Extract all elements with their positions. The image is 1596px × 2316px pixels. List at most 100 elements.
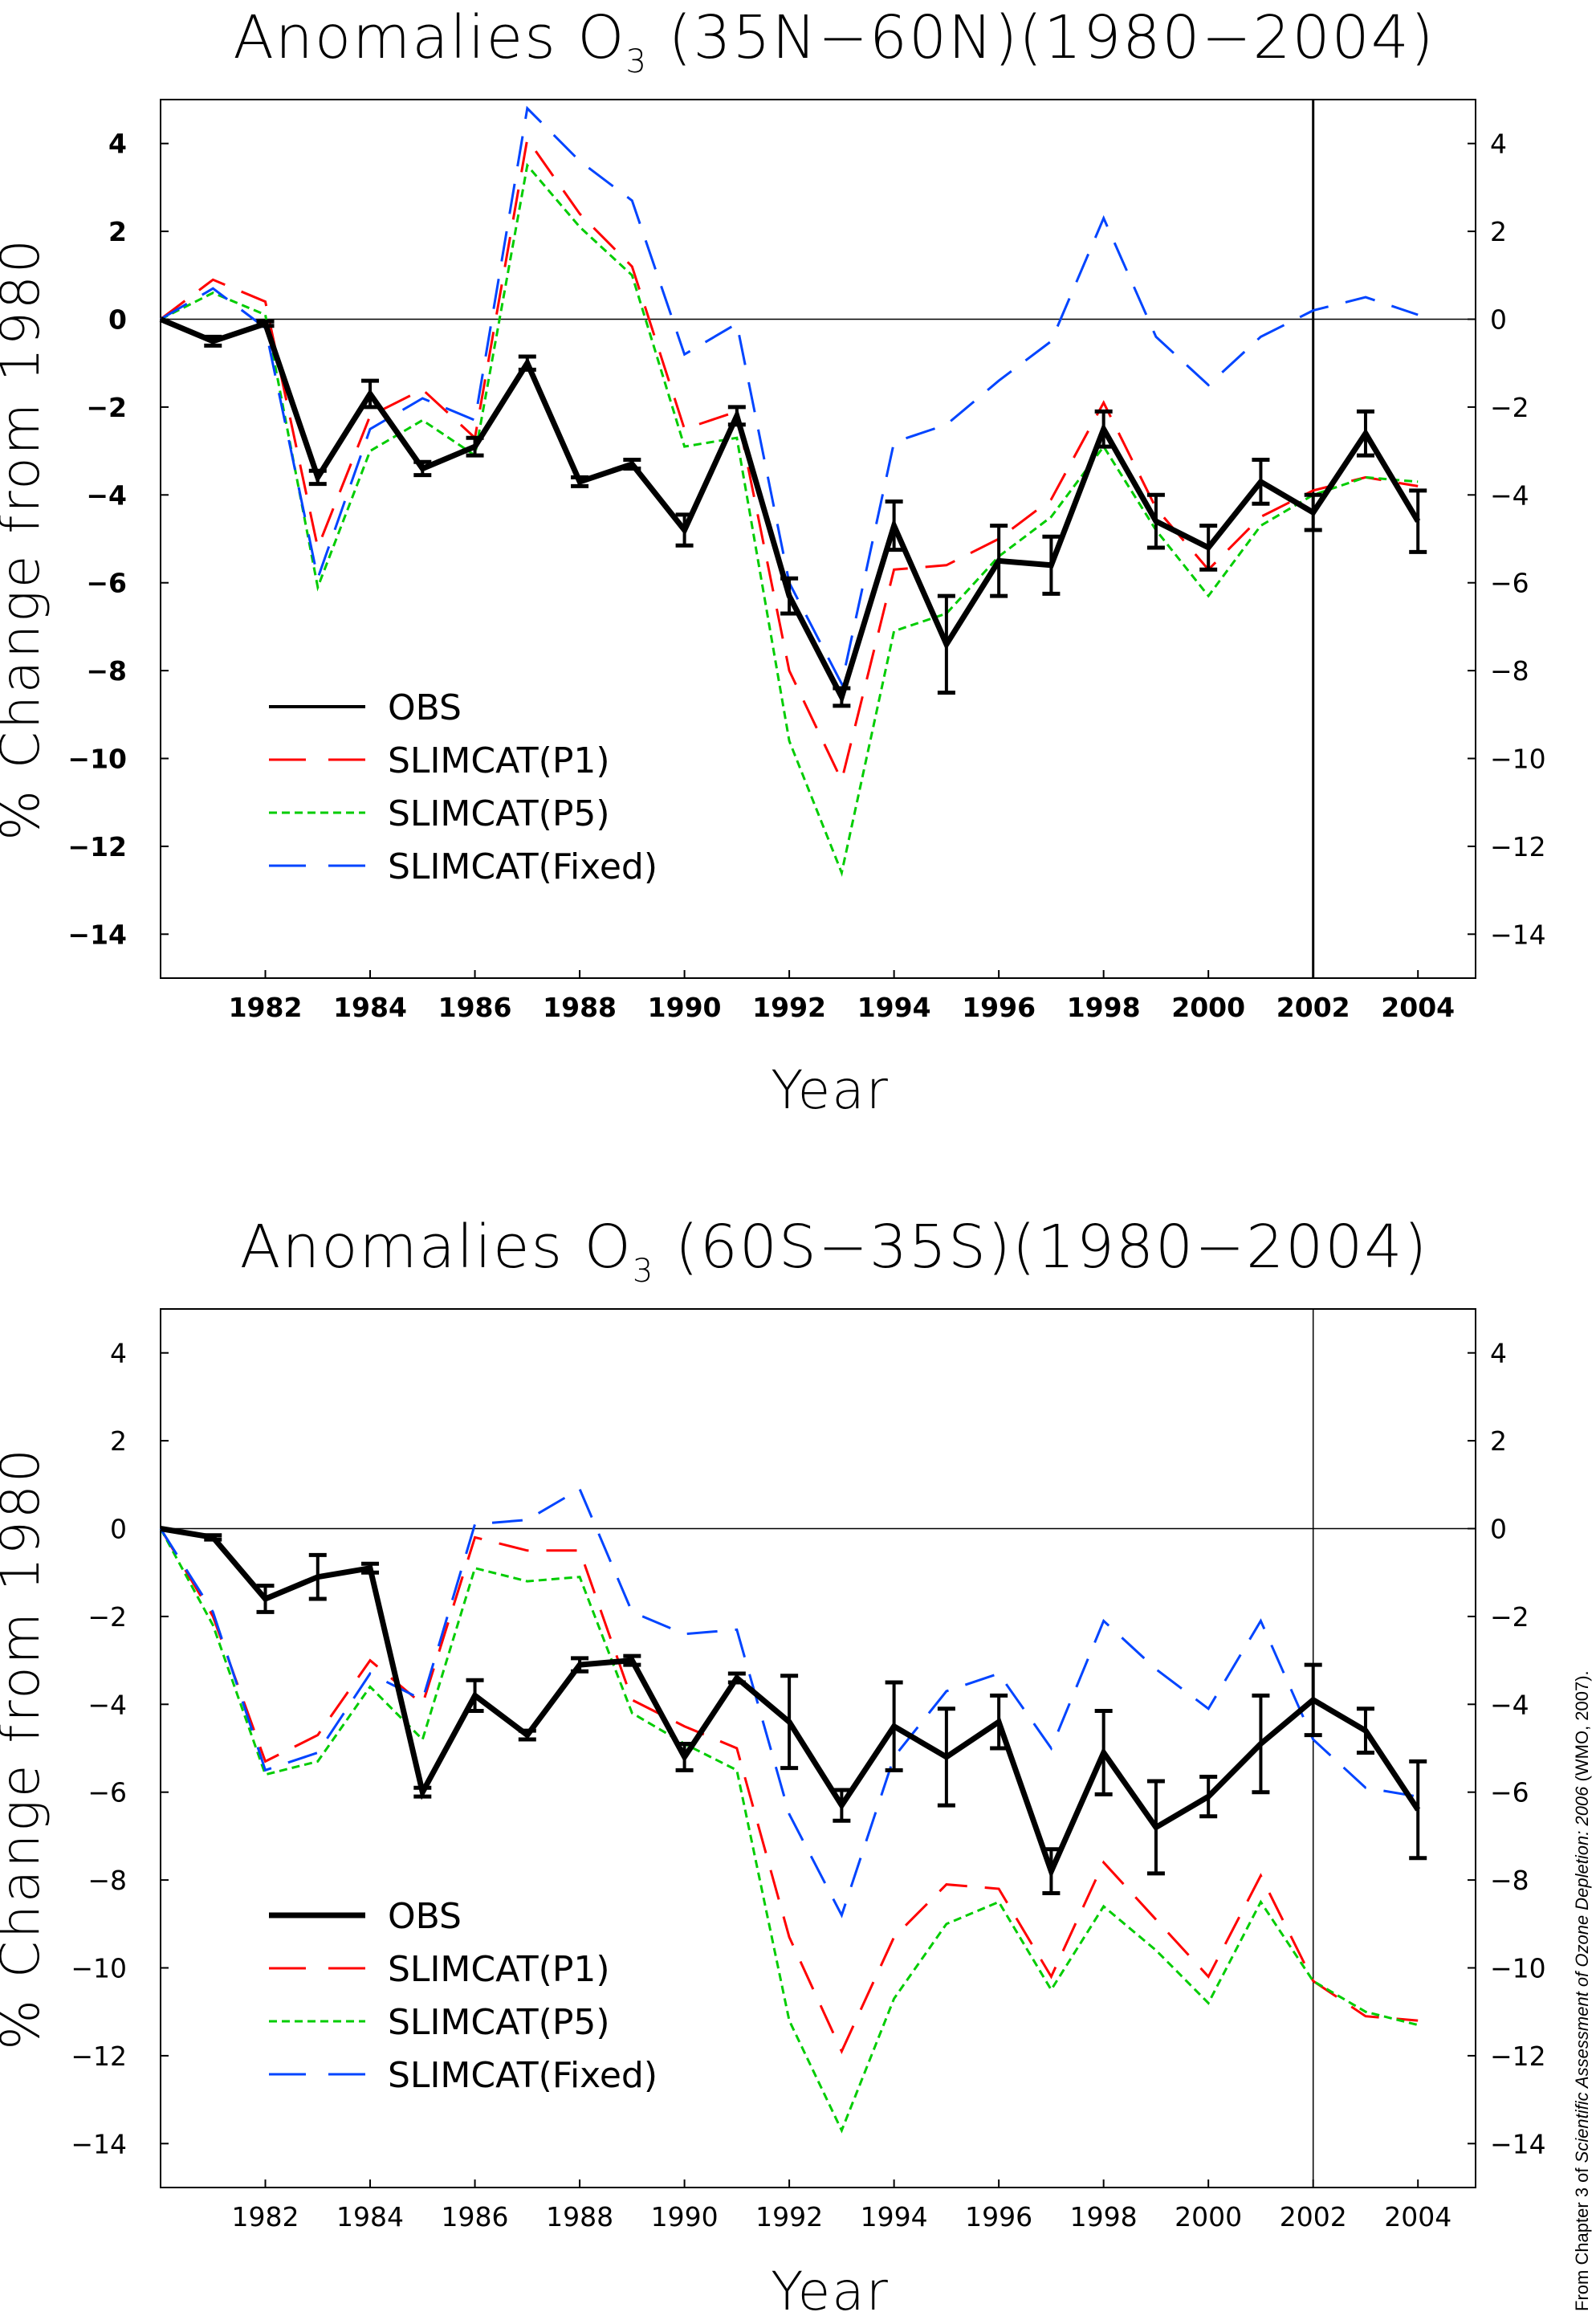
credit-title: Scientific Assessment of Ozone Depletion… (1572, 1786, 1592, 2163)
chart-1-xtick-label: 1988 (546, 2201, 613, 2232)
chart-1-ytick-label-right: −4 (1490, 1689, 1529, 1720)
chart-1-xtick-label: 1998 (1070, 2201, 1138, 2232)
chart-0-ylabel: % Change from 1980 (0, 237, 51, 841)
chart-1-xtick-label: 1984 (336, 2201, 404, 2232)
chart-1-ytick-label-right: −14 (1490, 2128, 1546, 2159)
chart-0-ytick-label-right: −10 (1490, 744, 1546, 775)
chart-1-plot-frame (160, 1308, 1476, 2188)
chart-0-xtick-label: 1996 (962, 992, 1036, 1023)
chart-1-ytick-label-left: −14 (71, 2128, 127, 2159)
chart-1-ytick-label-right: −10 (1490, 1953, 1546, 1984)
chart-1-legend-label: SLIMCAT(P1) (388, 1949, 610, 1990)
credit-note: From Chapter 3 of Scientific Assessment … (1572, 1670, 1592, 2311)
chart-0-legend-label: SLIMCAT(Fixed) (388, 846, 658, 887)
chart-1-ytick-label-right: −2 (1490, 1601, 1529, 1633)
chart-1-ytick-label-right: 4 (1490, 1338, 1507, 1369)
chart-0-ytick-label-left: 2 (108, 216, 127, 247)
chart-0-xtick-label: 1992 (752, 992, 826, 1023)
chart-0-series-slimcat-p1- (160, 136, 1419, 785)
chart-1-title: Anomalies O3 (60S−35S)(1980−2004) (240, 1213, 1429, 1290)
chart-0-xtick-label: 1994 (857, 992, 931, 1023)
chart-1-series-slimcat-p1- (159, 1527, 1419, 2054)
chart-0-title-main: Anomalies O (233, 3, 625, 72)
chart-0-xtick-label: 2004 (1381, 992, 1455, 1023)
chart-1-title-sub: 3 (633, 1253, 654, 1290)
chart-0-xtick-label: 1988 (543, 992, 617, 1023)
chart-0-ytick-label-left: −14 (67, 919, 127, 950)
chart-1-title-main: Anomalies O (240, 1213, 633, 1282)
chart-0-series-slimcat-p5- (160, 162, 1419, 877)
chart-1-xtick-label: 1992 (755, 2201, 823, 2232)
chart-1-xtick-label: 1994 (861, 2201, 928, 2232)
chart-1-ytick-label-left: −10 (71, 1953, 127, 1984)
chart-1-title-rest: (60S−35S)(1980−2004) (654, 1213, 1428, 1282)
credit-prefix: From Chapter 3 of (1572, 2163, 1592, 2311)
chart-0-legend-label: OBS (388, 687, 462, 728)
chart-1-xtick-label: 2002 (1280, 2201, 1347, 2232)
chart-1-xtick-label: 1996 (965, 2201, 1032, 2232)
chart-0-title-sub: 3 (626, 43, 648, 80)
chart-1-ytick-label-left: −12 (71, 2041, 127, 2072)
chart-0-ytick-label-right: −2 (1490, 392, 1529, 423)
chart-panel-nh: Anomalies O3 (35N−60N)(1980−2004) 4 4 2 2 0 0 −… (0, 3, 1546, 1121)
chart-0-xtick-label: 1984 (333, 992, 407, 1023)
chart-0-xtick-label: 1986 (438, 992, 512, 1023)
chart-0-ytick-label-right: −14 (1490, 919, 1546, 950)
chart-1-xtick-label: 1982 (232, 2201, 299, 2232)
chart-0-xtick-label: 2002 (1276, 992, 1350, 1023)
chart-1-ytick-label-right: 2 (1490, 1425, 1507, 1457)
credit-suffix: (WMO, 2007). (1572, 1670, 1592, 1786)
chart-1-xlabel: Year (771, 2261, 890, 2316)
chart-1-ytick-label-right: −6 (1490, 1777, 1529, 1808)
chart-1-ytick-label-left: 0 (110, 1514, 127, 1545)
chart-1-ytick-label-left: −2 (88, 1601, 127, 1633)
chart-1-ytick-label-right: 0 (1490, 1514, 1507, 1545)
chart-0-ytick-label-right: −4 (1490, 479, 1529, 511)
chart-1-xtick-label: 1990 (651, 2201, 719, 2232)
chart-panel-sh: Anomalies O3 (60S−35S)(1980−2004) 4 4 2 2 0 0 −… (0, 1213, 1546, 2316)
chart-0-ytick-label-left: −6 (86, 568, 127, 599)
chart-0-ytick-label-right: −12 (1490, 831, 1546, 862)
chart-1-ytick-label-left: −8 (88, 1865, 127, 1896)
chart-0-title-rest: (35N−60N)(1980−2004) (648, 3, 1435, 72)
chart-1-xtick-label: 1986 (442, 2201, 509, 2232)
chart-0-ytick-label-left: −2 (86, 392, 127, 423)
chart-1-series-slimcat-p5- (159, 1527, 1419, 2134)
chart-0-ytick-label-left: −10 (67, 744, 127, 775)
chart-0-ytick-label-left: −4 (86, 479, 127, 511)
chart-0-xtick-label: 2000 (1171, 992, 1245, 1023)
chart-0-ytick-label-right: 0 (1490, 304, 1507, 336)
chart-1-legend-label: SLIMCAT(Fixed) (388, 2055, 658, 2096)
chart-0-ytick-label-right: −6 (1490, 568, 1529, 599)
chart-1-legend-label: OBS (388, 1896, 462, 1937)
chart-1-xtick-label: 2000 (1175, 2201, 1242, 2232)
chart-0-ytick-label-left: 0 (108, 304, 127, 336)
chart-1-legend-label: SLIMCAT(P5) (388, 2002, 610, 2043)
chart-0-xtick-label: 1990 (648, 992, 722, 1023)
chart-0-legend-label: SLIMCAT(P5) (388, 793, 610, 834)
chart-0-title: Anomalies O3 (35N−60N)(1980−2004) (233, 3, 1435, 80)
chart-0-ytick-label-left: −8 (86, 655, 127, 687)
chart-0-plot-frame (160, 99, 1476, 979)
chart-1-ytick-label-right: −12 (1490, 2041, 1546, 2072)
chart-0-legend-label: SLIMCAT(P1) (388, 740, 610, 781)
chart-1-ytick-label-left: 2 (110, 1425, 127, 1457)
chart-0-ytick-label-right: 2 (1490, 216, 1507, 247)
chart-0-ytick-label-right: 4 (1490, 128, 1507, 160)
chart-1-ytick-label-right: −8 (1490, 1865, 1529, 1896)
chart-0-xtick-label: 1982 (229, 992, 303, 1023)
chart-0-xtick-label: 1998 (1067, 992, 1141, 1023)
chart-1-ylabel: % Change from 1980 (0, 1446, 51, 2050)
chart-1-legend: OBS SLIMCAT(P1) SLIMCAT(P5) SLIMCAT(Fixed) (269, 1896, 658, 2096)
chart-0-xlabel: Year (771, 1059, 890, 1121)
chart-0-ytick-label-left: 4 (108, 128, 127, 160)
chart-1-xtick-label: 2004 (1384, 2201, 1451, 2232)
chart-0-ytick-label-right: −8 (1490, 655, 1529, 687)
chart-0-legend: OBS SLIMCAT(P1) SLIMCAT(P5) SLIMCAT(Fixed) (269, 687, 658, 887)
chart-1-series-slimcat-fixed- (159, 1487, 1419, 1918)
chart-1-ytick-label-left: −4 (88, 1689, 127, 1720)
chart-1-ytick-label-left: −6 (88, 1777, 127, 1808)
chart-1-ytick-label-left: 4 (110, 1338, 127, 1369)
chart-0-ytick-label-left: −12 (67, 831, 127, 862)
